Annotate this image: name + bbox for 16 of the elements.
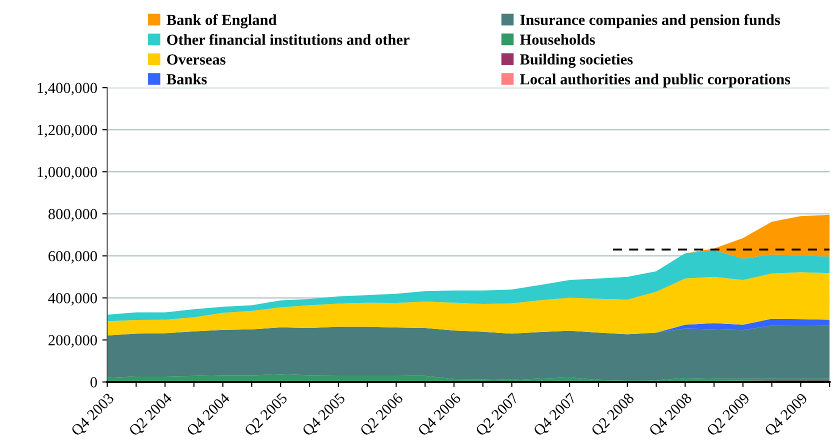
y-tick-label: 200,000 <box>48 335 97 348</box>
y-tick-label: 0 <box>90 377 97 388</box>
y-tick-label: 1,200,000 <box>38 124 97 138</box>
y-tick-label: 600,000 <box>48 250 97 264</box>
y-tick-label: 1,000,000 <box>38 166 97 180</box>
legend-label: Households <box>520 34 595 45</box>
y-tick-label: 1,400,000 <box>38 82 97 96</box>
legend-label: Local authorities and public corporations <box>520 74 790 88</box>
legend-label: Banks <box>166 74 207 84</box>
legend-label: Building societies <box>520 54 633 68</box>
legend-label: Insurance companies and pension funds <box>520 14 780 28</box>
y-tick-label: 400,000 <box>48 293 97 306</box>
legend-label: Overseas <box>167 54 226 65</box>
legend-label: Other financial institutions and other <box>167 34 410 45</box>
legend-label: Bank of England <box>166 14 277 28</box>
y-tick-label: 800,000 <box>48 208 97 222</box>
